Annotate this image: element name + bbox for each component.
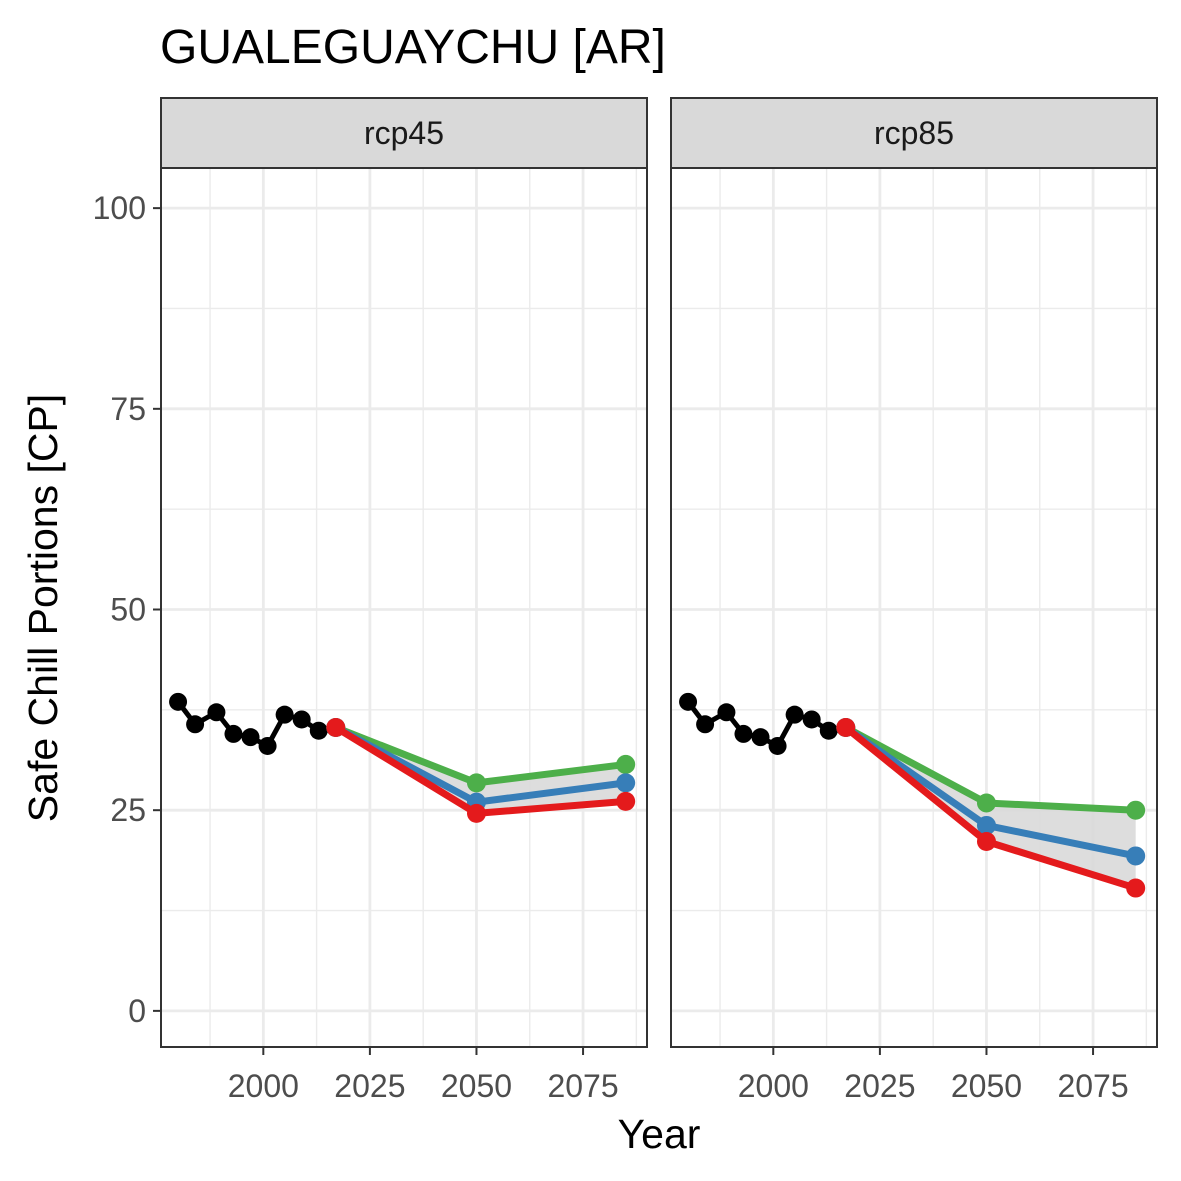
historic-point [751, 728, 770, 747]
historic-point [768, 736, 787, 755]
panel-background [671, 168, 1157, 1047]
historic-point [819, 721, 838, 740]
median-point [616, 773, 636, 793]
historic-point [785, 705, 804, 724]
x-tick-label: 2025 [844, 1068, 915, 1104]
historic-point [224, 724, 243, 743]
pessimistic-point [976, 831, 996, 851]
x-tick-label: 2050 [951, 1068, 1022, 1104]
historic-point [309, 721, 328, 740]
optimistic-point [1126, 800, 1146, 820]
historic-point [207, 703, 226, 722]
historic-point [169, 692, 188, 711]
y-tick-label: 100 [93, 190, 146, 226]
median-point [1126, 846, 1146, 866]
x-axis-title: Year [618, 1111, 701, 1157]
historic-line [176, 700, 337, 749]
panel-background [161, 168, 647, 1047]
y-tick-label: 0 [128, 993, 146, 1029]
historic-point [258, 736, 277, 755]
historic-point [679, 692, 698, 711]
y-tick-label: 25 [110, 792, 146, 828]
historic-point [275, 705, 294, 724]
pessimistic-point [466, 803, 486, 823]
pessimistic-point [616, 791, 636, 811]
panel-border [160, 167, 648, 1048]
historic-line [686, 700, 847, 749]
optimistic-point [466, 773, 486, 793]
facet-strip [160, 97, 648, 169]
y-tick-label: 75 [110, 391, 146, 427]
x-tick-label: 2000 [738, 1068, 809, 1104]
historic-point [734, 724, 753, 743]
historic-point [696, 715, 715, 734]
chart-title: GUALEGUAYCHU [AR] [160, 21, 666, 74]
panel-rcp45: rcp45 2000 2025 2050 2075 0 25 50 75 100 [93, 97, 648, 1104]
y-tick-label: 50 [110, 592, 146, 628]
historic-point [717, 703, 736, 722]
pessimistic-point [836, 718, 856, 738]
x-tick-label: 2025 [334, 1068, 405, 1104]
optimistic-point [616, 754, 636, 774]
historic-point [241, 728, 260, 747]
historic-point [802, 710, 821, 729]
pessimistic-point [326, 718, 346, 738]
x-tick-label: 2050 [441, 1068, 512, 1104]
x-tick-label: 2000 [228, 1068, 299, 1104]
optimistic-point [976, 793, 996, 813]
median-point [976, 815, 996, 835]
x-tick-label: 2075 [1057, 1068, 1128, 1104]
historic-point [292, 710, 311, 729]
historic-point [186, 715, 205, 734]
y-axis-title: Safe Chill Portions [CP] [20, 394, 66, 822]
x-tick-label: 2075 [547, 1068, 618, 1104]
panel-rcp85: rcp85 2000 2025 2050 2075 [670, 97, 1158, 1104]
facet-label: rcp45 [364, 115, 444, 151]
facet-strip [670, 97, 1158, 169]
panel-border [670, 167, 1158, 1048]
pessimistic-point [1126, 878, 1146, 898]
facet-label: rcp85 [874, 115, 954, 151]
